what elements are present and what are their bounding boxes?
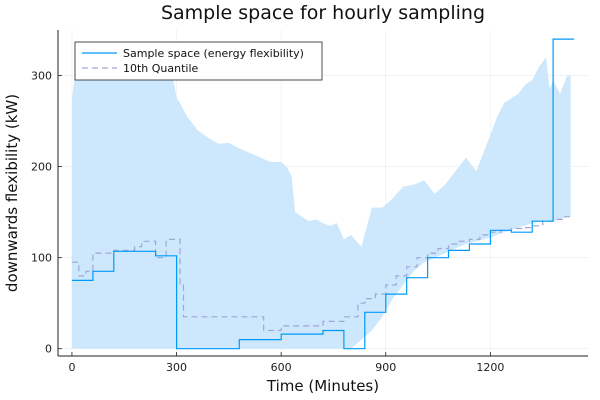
series-sample-space	[71, 38, 575, 350]
series-layer	[71, 38, 575, 350]
y-tick-label: 200	[31, 161, 52, 174]
x-tick-label: 0	[68, 361, 75, 374]
legend: Sample space (energy flexibility) 10th Q…	[74, 41, 323, 81]
x-tick-label: 600	[271, 361, 292, 374]
y-axis-label: downwards flexibility (kW)	[3, 94, 21, 292]
x-axis-label: Time (Minutes)	[266, 377, 379, 395]
y-tick-label: 0	[45, 343, 52, 356]
x-tick-label: 300	[166, 361, 187, 374]
legend-box	[74, 41, 323, 81]
legend-label-sample-space: Sample space (energy flexibility)	[123, 47, 304, 60]
axis-layer: 0 300 600 900 1200 0 100 200 300	[31, 30, 588, 374]
sample-space-band	[71, 57, 571, 349]
legend-label-10th-quantile: 10th Quantile	[123, 62, 199, 75]
x-tick-label: 900	[375, 361, 396, 374]
x-tick-label: 1200	[476, 361, 504, 374]
y-tick-label: 100	[31, 252, 52, 265]
y-tick-label: 300	[31, 70, 52, 83]
chart-title: Sample space for hourly sampling	[161, 2, 485, 24]
band-layer	[71, 57, 571, 349]
